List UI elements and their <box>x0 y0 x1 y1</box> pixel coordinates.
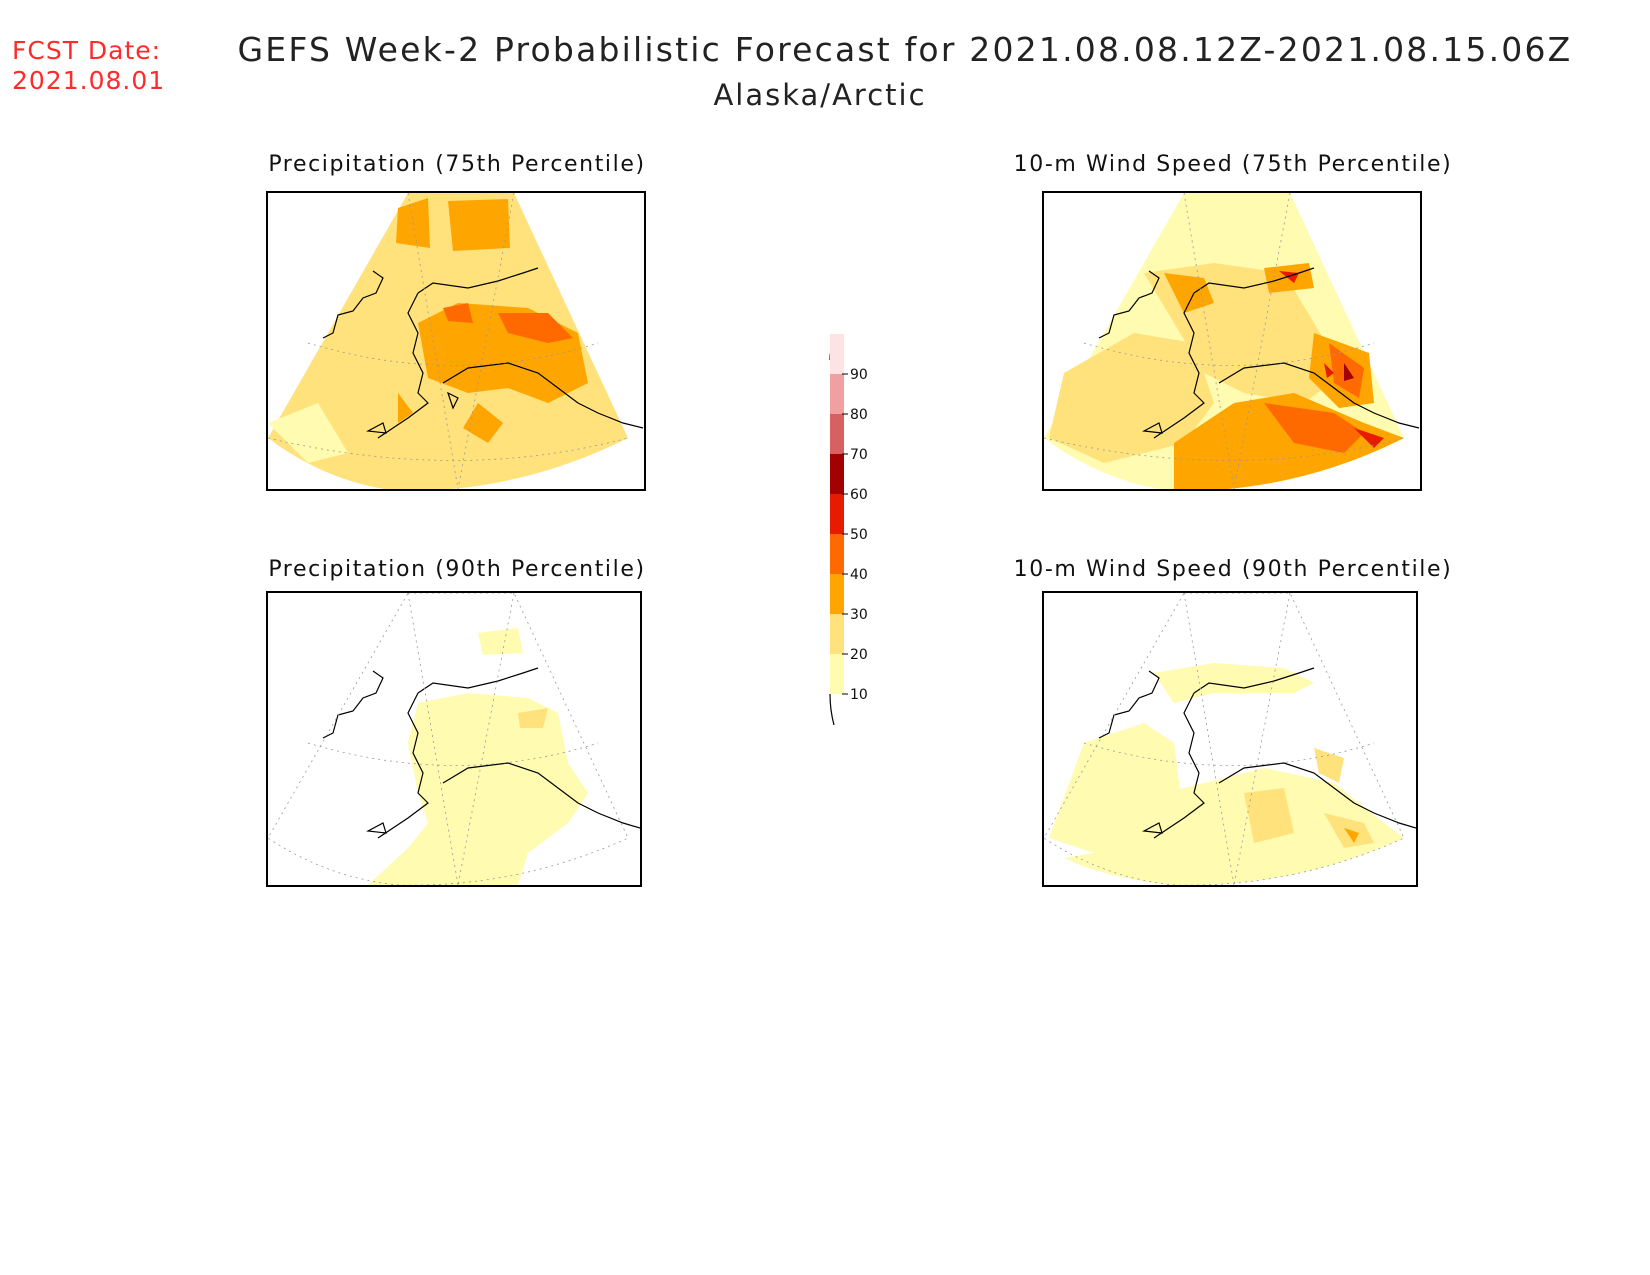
forecast-date-value: 2021.08.01 <box>12 66 166 95</box>
legend-swatch <box>830 534 844 574</box>
region-subtitle: Alaska/Arctic <box>713 78 927 112</box>
legend-tick-label: 10 <box>850 687 868 703</box>
forecast-date-block: FCST Date: 2021.08.01 <box>12 36 165 96</box>
legend-swatch <box>830 414 844 454</box>
panel-title-precip-75: Precipitation (75th Percentile) <box>268 152 646 177</box>
map-wind-75 <box>1044 193 1420 489</box>
map-panel-wind-75 <box>1042 191 1422 491</box>
legend-tick-label: 30 <box>850 607 868 623</box>
map-panel-wind-90 <box>1042 591 1418 887</box>
legend-tick-label: 40 <box>850 567 868 583</box>
map-precip-90 <box>268 593 640 885</box>
map-panel-precip-90 <box>266 591 642 887</box>
legend-swatch <box>830 654 844 694</box>
panel-title-precip-90: Precipitation (90th Percentile) <box>268 557 646 582</box>
legend-tick-label: 20 <box>850 647 868 663</box>
legend-swatch <box>830 454 844 494</box>
color-bar-legend: 10 20 30 40 50 60 70 80 90 <box>829 334 868 726</box>
legend-swatch <box>830 574 844 614</box>
legend-swatch <box>830 334 844 374</box>
map-wind-90 <box>1044 593 1416 885</box>
legend-swatch <box>830 494 844 534</box>
legend-tick-label: 90 <box>850 367 868 383</box>
legend-swatch <box>830 374 844 414</box>
map-precip-75 <box>268 193 644 489</box>
panel-title-wind-75: 10-m Wind Speed (75th Percentile) <box>1013 152 1453 177</box>
panel-title-wind-90: 10-m Wind Speed (90th Percentile) <box>1013 557 1453 582</box>
map-panel-precip-75 <box>266 191 646 491</box>
forecast-date-label: FCST Date: <box>12 36 162 65</box>
main-title: GEFS Week-2 Probabilistic Forecast for 2… <box>237 30 1573 69</box>
legend-tick-label: 80 <box>850 407 868 423</box>
legend-tick-label: 50 <box>850 527 868 543</box>
legend-tick-label: 60 <box>850 487 868 503</box>
legend-swatch <box>830 614 844 654</box>
legend-tick-label: 70 <box>850 447 868 463</box>
